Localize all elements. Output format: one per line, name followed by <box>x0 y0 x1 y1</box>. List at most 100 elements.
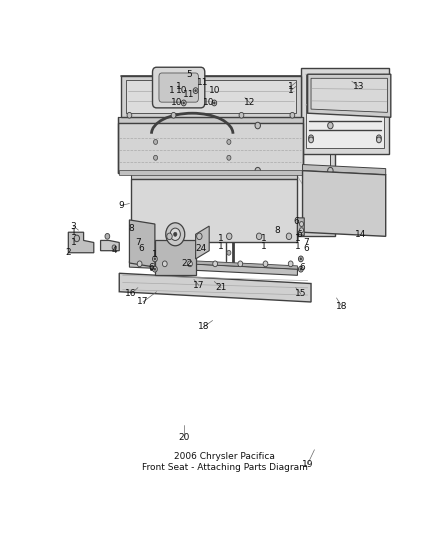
Circle shape <box>194 90 197 92</box>
Text: 1: 1 <box>218 234 224 243</box>
Text: 6: 6 <box>303 244 309 253</box>
Text: 6: 6 <box>138 244 144 253</box>
FancyBboxPatch shape <box>152 67 205 108</box>
Text: 8: 8 <box>128 224 134 232</box>
Circle shape <box>154 235 158 239</box>
Circle shape <box>227 187 231 192</box>
Circle shape <box>112 245 116 250</box>
Circle shape <box>227 235 231 239</box>
Circle shape <box>239 112 244 118</box>
Circle shape <box>213 261 218 266</box>
Polygon shape <box>68 232 94 253</box>
Text: 1: 1 <box>152 251 158 259</box>
Polygon shape <box>126 80 296 113</box>
Circle shape <box>227 203 231 208</box>
Circle shape <box>154 268 156 270</box>
Circle shape <box>227 171 231 176</box>
Polygon shape <box>258 113 330 228</box>
Circle shape <box>300 268 302 270</box>
Circle shape <box>154 187 158 192</box>
Text: 1: 1 <box>218 242 224 251</box>
Polygon shape <box>130 261 297 276</box>
Text: 1: 1 <box>288 82 293 91</box>
Text: 1: 1 <box>71 228 76 237</box>
Text: 1: 1 <box>176 82 181 91</box>
Text: 18: 18 <box>198 322 210 331</box>
Circle shape <box>227 140 231 144</box>
Text: 11: 11 <box>183 90 194 99</box>
Circle shape <box>227 251 231 255</box>
Polygon shape <box>306 74 384 148</box>
Circle shape <box>154 171 158 176</box>
Circle shape <box>328 213 333 219</box>
Circle shape <box>298 256 303 262</box>
Polygon shape <box>72 247 88 251</box>
Circle shape <box>183 102 185 104</box>
Circle shape <box>193 88 198 93</box>
Circle shape <box>187 261 192 266</box>
Text: 1: 1 <box>261 242 266 251</box>
Text: 24: 24 <box>195 244 206 253</box>
Text: 1: 1 <box>261 234 266 243</box>
Text: 15: 15 <box>295 289 307 298</box>
Circle shape <box>127 112 132 118</box>
Circle shape <box>300 228 304 232</box>
Text: 7: 7 <box>135 238 141 247</box>
Text: 7: 7 <box>303 238 309 247</box>
Text: 1: 1 <box>295 234 300 243</box>
Circle shape <box>328 167 333 174</box>
Polygon shape <box>303 171 386 236</box>
Polygon shape <box>117 117 303 124</box>
Text: 10: 10 <box>203 99 215 108</box>
Text: 19: 19 <box>302 459 314 469</box>
Text: 17: 17 <box>137 297 149 306</box>
Circle shape <box>227 155 231 160</box>
Polygon shape <box>117 124 303 173</box>
Circle shape <box>213 102 215 104</box>
Polygon shape <box>121 76 301 117</box>
Text: 16: 16 <box>125 289 137 298</box>
Polygon shape <box>297 218 304 236</box>
Circle shape <box>171 112 176 118</box>
Circle shape <box>290 112 295 118</box>
Polygon shape <box>307 74 391 117</box>
Circle shape <box>74 235 80 241</box>
Polygon shape <box>130 257 297 269</box>
Text: 10: 10 <box>171 99 183 108</box>
Circle shape <box>154 203 158 208</box>
Circle shape <box>255 167 261 174</box>
Text: 10: 10 <box>176 86 188 95</box>
Circle shape <box>154 140 158 144</box>
Polygon shape <box>131 173 297 179</box>
Text: 12: 12 <box>244 99 256 108</box>
Polygon shape <box>196 226 209 259</box>
Polygon shape <box>301 68 389 154</box>
Text: 22: 22 <box>181 259 193 268</box>
Circle shape <box>137 233 142 240</box>
Polygon shape <box>253 105 335 236</box>
Text: 10: 10 <box>208 86 220 95</box>
Circle shape <box>300 257 302 260</box>
Circle shape <box>255 122 261 129</box>
Text: 4: 4 <box>111 246 117 255</box>
Text: 21: 21 <box>215 283 227 292</box>
Bar <box>155 240 196 276</box>
Text: 1: 1 <box>71 238 76 247</box>
Text: 17: 17 <box>193 281 205 290</box>
Circle shape <box>309 135 314 141</box>
Text: 2: 2 <box>66 248 71 257</box>
Circle shape <box>212 100 217 106</box>
Circle shape <box>154 257 156 260</box>
Text: 6: 6 <box>293 217 299 227</box>
Polygon shape <box>303 165 386 175</box>
Circle shape <box>173 232 177 236</box>
Circle shape <box>227 219 231 223</box>
Circle shape <box>170 228 180 240</box>
Text: 3: 3 <box>71 222 76 231</box>
FancyBboxPatch shape <box>159 73 198 102</box>
Circle shape <box>256 233 262 240</box>
Text: 14: 14 <box>355 230 366 239</box>
Circle shape <box>181 100 186 106</box>
Text: 11: 11 <box>197 78 208 87</box>
Circle shape <box>300 222 304 227</box>
